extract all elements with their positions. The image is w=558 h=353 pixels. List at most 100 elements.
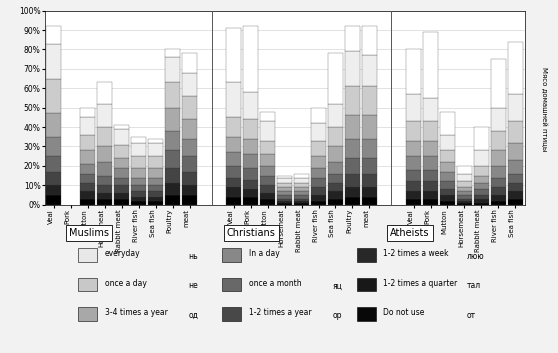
Bar — [362, 187, 377, 197]
Bar — [277, 195, 292, 199]
Bar — [80, 108, 95, 117]
Bar — [226, 187, 241, 197]
Bar — [490, 178, 506, 187]
Bar — [277, 187, 292, 191]
FancyBboxPatch shape — [357, 278, 376, 291]
Bar — [114, 193, 129, 199]
Text: 1-2 times a week: 1-2 times a week — [383, 249, 449, 258]
Bar — [328, 191, 343, 199]
Bar — [406, 121, 421, 140]
Bar — [362, 55, 377, 86]
Bar — [243, 197, 258, 205]
Bar — [328, 146, 343, 162]
Bar — [423, 140, 438, 156]
Bar — [345, 139, 360, 158]
Bar — [277, 191, 292, 195]
Bar — [182, 96, 197, 119]
Text: everyday: everyday — [105, 249, 140, 258]
Bar — [474, 203, 489, 205]
Bar — [362, 158, 377, 174]
Bar — [440, 201, 455, 205]
FancyBboxPatch shape — [78, 249, 98, 262]
Bar — [508, 160, 523, 174]
Text: ор: ор — [333, 311, 342, 320]
Bar — [165, 82, 180, 108]
Bar — [182, 172, 197, 185]
Bar — [474, 166, 489, 175]
Bar — [406, 199, 421, 205]
Bar — [311, 140, 326, 156]
Text: люю: люю — [467, 252, 484, 261]
Bar — [46, 195, 61, 205]
Bar — [165, 49, 180, 57]
Bar — [294, 201, 309, 203]
Bar — [165, 57, 180, 83]
Bar — [260, 199, 275, 205]
Bar — [80, 199, 95, 205]
Bar — [97, 104, 112, 127]
Bar — [345, 115, 360, 139]
Bar — [114, 129, 129, 145]
Bar — [474, 150, 489, 166]
Bar — [406, 191, 421, 199]
Text: 1-2 times a year: 1-2 times a year — [249, 308, 311, 317]
Bar — [440, 189, 455, 195]
Bar — [490, 108, 506, 131]
Bar — [457, 201, 472, 203]
Text: Do not use: Do not use — [383, 308, 424, 317]
Bar — [226, 28, 241, 83]
Bar — [328, 174, 343, 184]
Bar — [311, 178, 326, 187]
Bar — [165, 195, 180, 205]
Bar — [440, 150, 455, 162]
Bar — [80, 150, 95, 164]
Bar — [243, 179, 258, 189]
Bar — [490, 166, 506, 178]
Bar — [311, 168, 326, 178]
Bar — [114, 185, 129, 193]
Bar — [277, 201, 292, 203]
Bar — [131, 168, 146, 178]
Text: 1-2 times a quarter: 1-2 times a quarter — [383, 279, 457, 288]
Bar — [328, 104, 343, 127]
Bar — [508, 191, 523, 199]
Bar — [114, 125, 129, 129]
Bar — [474, 127, 489, 150]
Bar — [440, 181, 455, 189]
Bar — [508, 143, 523, 160]
Bar — [226, 197, 241, 205]
Bar — [345, 174, 360, 187]
Bar — [345, 86, 360, 115]
Bar — [80, 164, 95, 174]
Bar — [474, 199, 489, 203]
Bar — [311, 201, 326, 205]
Bar — [277, 203, 292, 205]
Bar — [345, 187, 360, 197]
Text: од: од — [189, 311, 199, 320]
Bar — [182, 195, 197, 205]
Bar — [260, 185, 275, 193]
Bar — [474, 176, 489, 184]
Bar — [182, 156, 197, 172]
Bar — [294, 199, 309, 201]
Bar — [97, 175, 112, 185]
Bar — [46, 26, 61, 44]
Bar — [131, 143, 146, 156]
Bar — [277, 199, 292, 201]
Bar — [131, 191, 146, 197]
Bar — [80, 135, 95, 150]
FancyBboxPatch shape — [357, 249, 376, 262]
Bar — [148, 197, 163, 201]
Bar — [277, 178, 292, 184]
Bar — [165, 108, 180, 131]
Bar — [406, 181, 421, 191]
Bar — [508, 121, 523, 143]
Bar — [311, 108, 326, 123]
FancyBboxPatch shape — [222, 278, 242, 291]
Bar — [406, 49, 421, 94]
Bar — [114, 199, 129, 205]
Text: Atheists: Atheists — [390, 228, 430, 238]
Bar — [46, 137, 61, 156]
Bar — [260, 121, 275, 140]
Bar — [243, 154, 258, 168]
